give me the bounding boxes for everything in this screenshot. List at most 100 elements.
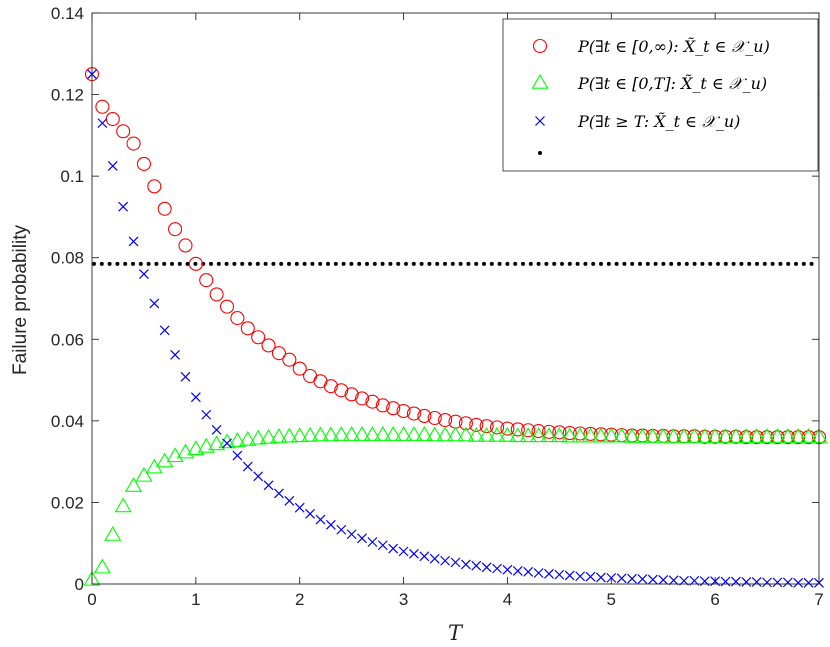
cross-marker bbox=[658, 574, 669, 585]
triangle-marker bbox=[405, 426, 423, 441]
triangle-marker bbox=[374, 426, 392, 441]
triangle-marker bbox=[550, 427, 568, 443]
threshold-dot bbox=[770, 261, 775, 266]
cross-marker bbox=[242, 461, 253, 472]
cross-marker bbox=[782, 577, 793, 588]
circle-marker bbox=[739, 430, 754, 445]
x-tick-label: 6 bbox=[710, 590, 719, 609]
cross-marker bbox=[544, 568, 554, 579]
threshold-dot bbox=[146, 261, 151, 266]
threshold-dot bbox=[271, 261, 276, 266]
cross-marker bbox=[305, 508, 316, 519]
threshold-dot bbox=[411, 261, 416, 266]
triangle-marker bbox=[675, 428, 693, 443]
threshold-dot bbox=[365, 261, 369, 266]
cross-marker bbox=[512, 566, 523, 576]
x-tick-label: 7 bbox=[814, 590, 823, 609]
cross-marker bbox=[575, 571, 586, 582]
circle-marker bbox=[334, 383, 349, 398]
cross-marker bbox=[440, 555, 451, 566]
circle-marker bbox=[489, 420, 505, 435]
threshold-dot bbox=[560, 261, 564, 266]
triangle-marker bbox=[239, 430, 257, 446]
threshold-dot bbox=[809, 261, 814, 266]
triangle-marker bbox=[301, 426, 319, 442]
circle-marker bbox=[375, 398, 390, 413]
threshold-dot bbox=[162, 261, 167, 266]
threshold-dot bbox=[794, 261, 798, 266]
threshold-dot bbox=[310, 261, 315, 266]
circle-marker bbox=[386, 401, 401, 416]
cross-marker bbox=[647, 574, 658, 585]
cross-marker bbox=[741, 577, 752, 587]
threshold-dot bbox=[747, 261, 752, 266]
cross-marker bbox=[564, 570, 575, 581]
triangle-marker bbox=[602, 427, 620, 443]
threshold-dot bbox=[474, 261, 479, 266]
circle-marker bbox=[541, 424, 557, 439]
circle-marker bbox=[95, 99, 110, 114]
cross-marker bbox=[793, 577, 804, 588]
circle-marker bbox=[469, 417, 484, 432]
triangle-marker bbox=[187, 440, 205, 456]
triangle-marker bbox=[633, 428, 651, 443]
triangle-marker bbox=[311, 426, 330, 442]
circle-marker bbox=[344, 387, 359, 402]
threshold-dot bbox=[505, 261, 510, 266]
circle-marker bbox=[458, 416, 473, 431]
triangle-marker bbox=[166, 447, 184, 463]
legend-label: P(∃t ∈ [0,∞): X̃_t ∈ 𝒳_u) bbox=[577, 37, 770, 56]
circle-marker bbox=[251, 330, 266, 345]
threshold-dot bbox=[645, 261, 650, 266]
y-tick-label: 0.1 bbox=[60, 167, 84, 186]
series-markers bbox=[83, 67, 828, 588]
y-axis-label: Failure probability bbox=[10, 225, 31, 375]
circle-marker bbox=[157, 201, 172, 216]
circle-marker bbox=[136, 156, 151, 171]
circle-marker bbox=[147, 179, 162, 194]
threshold-dot bbox=[131, 261, 135, 266]
threshold-dot bbox=[99, 261, 104, 266]
legend-triangle-marker bbox=[531, 73, 549, 89]
legend-entry bbox=[538, 151, 542, 155]
legend-label: P(∃t ≥ T: X̃_t ∈ 𝒳_u) bbox=[577, 112, 740, 131]
triangle-marker bbox=[197, 437, 215, 453]
circle-marker bbox=[500, 421, 515, 436]
cross-marker bbox=[616, 573, 627, 584]
threshold-dot bbox=[248, 261, 252, 266]
cross-marker bbox=[460, 559, 471, 570]
cross-marker bbox=[533, 568, 544, 578]
circle-marker bbox=[791, 430, 806, 445]
cross-marker bbox=[222, 438, 232, 449]
threshold-dot bbox=[216, 261, 221, 266]
triangle-marker bbox=[654, 428, 672, 443]
triangle-marker bbox=[83, 570, 101, 586]
circle-marker bbox=[323, 379, 338, 394]
triangle-marker bbox=[114, 497, 132, 513]
circle-marker bbox=[292, 361, 307, 376]
cross-marker bbox=[97, 118, 108, 129]
threshold-dot bbox=[536, 261, 541, 266]
threshold-dot bbox=[341, 261, 346, 266]
triangle-marker bbox=[260, 428, 278, 444]
cross-marker bbox=[668, 575, 679, 586]
threshold-dot bbox=[622, 261, 627, 266]
triangle-marker bbox=[270, 428, 288, 443]
cross-marker bbox=[336, 524, 347, 535]
y-tick-label: 0.14 bbox=[51, 4, 84, 23]
triangle-marker bbox=[488, 426, 506, 442]
circle-marker bbox=[178, 238, 193, 253]
triangle-marker bbox=[457, 426, 475, 442]
circle-marker bbox=[354, 391, 370, 406]
triangle-marker bbox=[737, 428, 755, 443]
triangle-marker bbox=[509, 427, 527, 443]
threshold-dot bbox=[154, 261, 159, 266]
triangle-marker bbox=[478, 426, 496, 442]
cross-marker bbox=[284, 495, 295, 506]
triangle-marker bbox=[706, 428, 724, 443]
threshold-dot bbox=[193, 261, 198, 266]
threshold-dot bbox=[755, 261, 759, 266]
x-tick-label: 3 bbox=[399, 590, 408, 609]
circle-marker bbox=[479, 419, 494, 434]
circle-marker bbox=[749, 430, 764, 445]
